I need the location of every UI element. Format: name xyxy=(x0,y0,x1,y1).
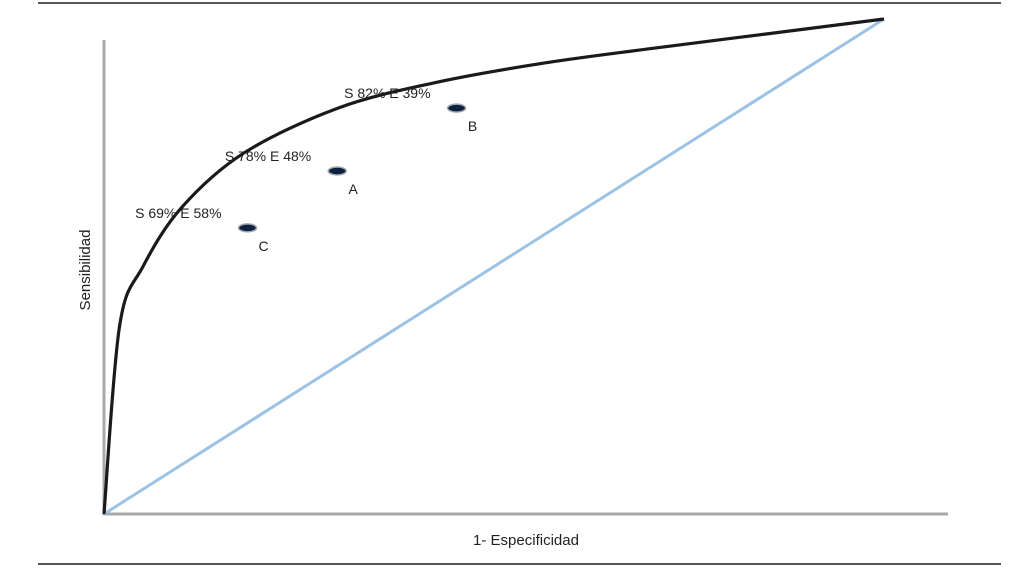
operating-point-a xyxy=(327,166,347,176)
point-value-label-a: S 78% E 48% xyxy=(225,148,311,164)
axis-lines xyxy=(102,40,948,516)
y-axis-label: Sensibilidad xyxy=(77,230,94,311)
operating-points: S 69% E 58% C S 78% E 48% A S 82% E 39% B xyxy=(135,85,477,254)
reference-diagonal-line xyxy=(103,17,885,516)
roc-curve-line xyxy=(102,17,885,515)
x-axis-label: 1- Especificidad xyxy=(473,532,579,549)
operating-point-b xyxy=(446,103,467,113)
point-letter-label-c: C xyxy=(258,238,268,254)
point-value-label-c: S 69% E 58% xyxy=(135,205,221,221)
operating-point-c xyxy=(237,223,258,233)
point-letter-label-a: A xyxy=(349,181,359,197)
point-value-label-b: S 82% E 39% xyxy=(344,85,430,101)
point-letter-label-b: B xyxy=(468,118,477,134)
